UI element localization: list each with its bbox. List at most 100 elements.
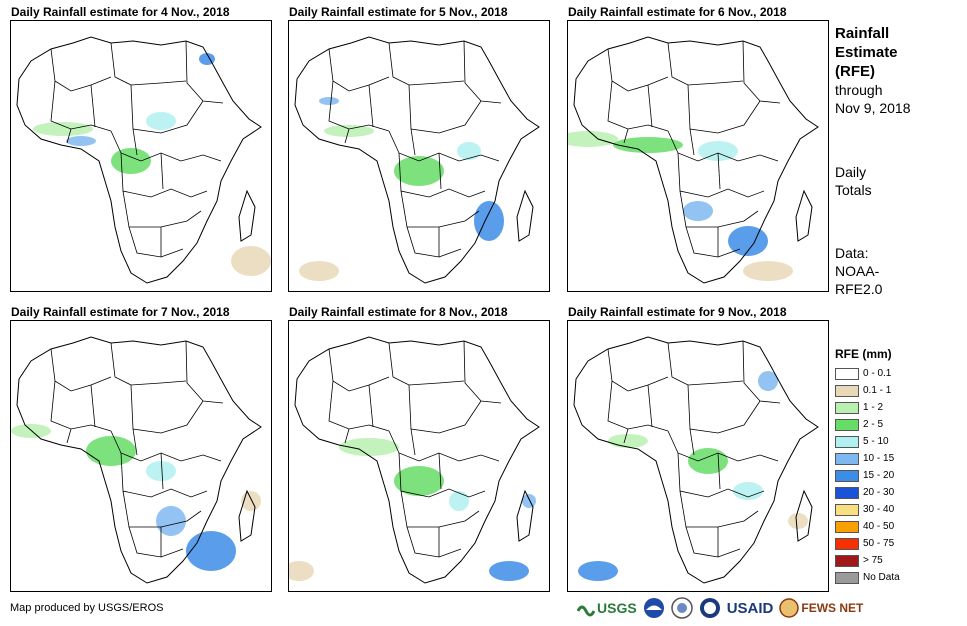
usaid-label: USAID xyxy=(726,599,774,617)
sidebar-totals: Daily Totals xyxy=(835,163,872,199)
coastline xyxy=(16,336,262,584)
fewsnet-label: FEWS NET xyxy=(801,601,864,615)
country-border xyxy=(110,342,187,386)
rainfall-patch xyxy=(66,136,96,146)
rainfall-patch xyxy=(733,482,763,500)
legend-label: 0.1 - 1 xyxy=(863,385,892,396)
country-border xyxy=(50,348,112,392)
rainfall-patch xyxy=(11,424,51,438)
country-border xyxy=(398,452,486,498)
country-border xyxy=(130,84,204,134)
country-border xyxy=(128,226,184,258)
heading-line-3: (RFE) xyxy=(835,63,875,80)
panel-title-1: Daily Rainfall estimate for 4 Nov., 2018 xyxy=(11,5,230,19)
rainfall-patch xyxy=(394,156,444,186)
sidebar-data-source: Data: NOAA- RFE2.0 xyxy=(835,244,882,298)
country-border xyxy=(408,384,482,434)
country-border xyxy=(90,84,96,128)
rainfall-patch xyxy=(146,112,176,130)
country-border xyxy=(128,526,184,558)
rainfall-patch xyxy=(449,491,469,511)
rainfall-patch xyxy=(299,261,339,281)
madagascar-outline xyxy=(795,489,813,542)
legend-label: 50 - 75 xyxy=(863,538,895,549)
country-border xyxy=(623,128,629,144)
legend-label: No Data xyxy=(863,572,900,583)
legend-swatch xyxy=(835,401,859,414)
legend-label: 10 - 15 xyxy=(863,453,895,464)
rainfall-patch xyxy=(522,494,536,508)
legend-swatch xyxy=(835,418,859,431)
legend-label: 5 - 10 xyxy=(863,436,889,447)
legend-label: 20 - 30 xyxy=(863,487,895,498)
country-border xyxy=(185,40,224,104)
country-border xyxy=(344,128,350,144)
rainfall-patch xyxy=(457,142,481,160)
fewsnet-logo: FEWS NET xyxy=(779,598,863,618)
sidebar-heading: Rainfall Estimate (RFE) through Nov 9, 2… xyxy=(835,24,911,117)
rainfall-patch xyxy=(339,438,399,456)
country-border xyxy=(463,40,502,104)
rainfall-patch xyxy=(758,371,778,391)
legend-item: 10 - 15 xyxy=(835,451,894,466)
through-label: through xyxy=(835,82,883,98)
rainfall-patch xyxy=(608,434,648,448)
legend-swatch xyxy=(835,367,859,380)
country-border xyxy=(406,526,462,558)
country-border xyxy=(689,128,695,156)
legend-label: 15 - 20 xyxy=(863,470,895,481)
country-border xyxy=(406,226,462,258)
rainfall-patch xyxy=(231,246,271,276)
data-line-3: RFE2.0 xyxy=(835,281,883,297)
rainfall-map-3 xyxy=(567,20,829,292)
rainfall-patch xyxy=(489,561,529,581)
country-border xyxy=(66,128,72,144)
coastline xyxy=(16,36,262,284)
madagascar-outline xyxy=(516,189,534,242)
totals-line-2: Totals xyxy=(835,182,872,198)
rainfall-patch xyxy=(743,261,793,281)
country-border xyxy=(742,40,781,104)
madagascar-outline xyxy=(238,189,256,242)
legend-item: 20 - 30 xyxy=(835,485,894,500)
coastline xyxy=(573,336,819,584)
country-border xyxy=(717,152,721,190)
legend-item: 50 - 75 xyxy=(835,536,894,551)
legend-item: > 75 xyxy=(835,553,883,568)
country-border xyxy=(50,48,112,92)
legend-label: 2 - 5 xyxy=(863,419,884,430)
partner-logos: USGS USAID FEWS NET xyxy=(577,595,863,621)
legend-swatch xyxy=(835,503,859,516)
country-border xyxy=(647,84,653,128)
rainfall-patch xyxy=(86,436,136,466)
rainfall-patch xyxy=(156,506,186,536)
rainfall-patch xyxy=(578,561,618,581)
doc-seal-icon xyxy=(670,597,693,619)
rainfall-patch xyxy=(474,201,504,241)
country-border xyxy=(398,152,486,198)
coastline xyxy=(573,36,819,284)
data-line-2: NOAA- xyxy=(835,263,880,279)
country-border xyxy=(185,340,224,404)
country-border xyxy=(742,340,781,404)
noaa-icon xyxy=(643,598,664,618)
country-border xyxy=(607,48,669,92)
heading-line-2: Estimate xyxy=(835,44,898,61)
country-border xyxy=(130,384,204,434)
country-border xyxy=(328,348,390,392)
country-border xyxy=(160,452,164,490)
legend-label: 0 - 0.1 xyxy=(863,368,892,379)
coastline xyxy=(294,336,540,584)
legend-item: 1 - 2 xyxy=(835,400,883,415)
country-border xyxy=(328,80,390,132)
country-border xyxy=(132,428,138,456)
country-border xyxy=(132,128,138,156)
usgs-label: USGS xyxy=(597,600,637,616)
legend-label: 1 - 2 xyxy=(863,402,884,413)
country-border xyxy=(388,42,465,86)
fewsnet-icon xyxy=(779,598,800,618)
country-border xyxy=(623,428,629,444)
country-border xyxy=(717,452,721,490)
legend-swatch xyxy=(835,571,859,584)
legend-item: 15 - 20 xyxy=(835,468,894,483)
